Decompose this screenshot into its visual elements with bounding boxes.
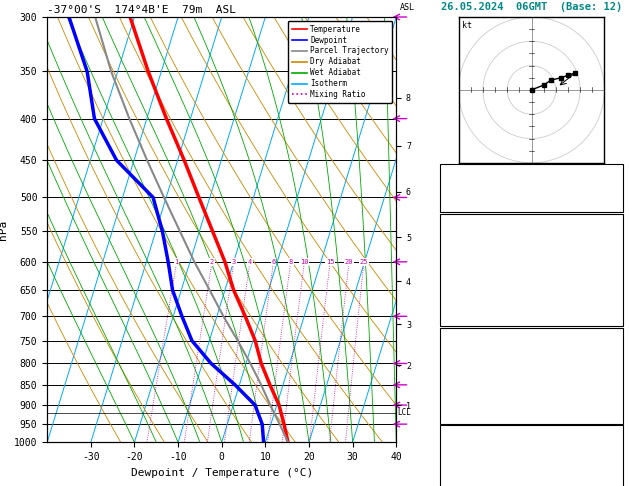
Text: Lifted Index: Lifted Index xyxy=(443,281,508,291)
Text: CIN (J): CIN (J) xyxy=(443,411,481,420)
Text: CAPE (J): CAPE (J) xyxy=(443,395,486,404)
Text: Most Unstable: Most Unstable xyxy=(496,331,567,340)
Text: 5: 5 xyxy=(614,281,620,291)
Text: 40: 40 xyxy=(609,184,620,193)
Text: 15.2: 15.2 xyxy=(598,233,620,243)
Text: StmDir: StmDir xyxy=(443,477,476,486)
Text: km
ASL: km ASL xyxy=(399,0,415,12)
Text: Surface: Surface xyxy=(513,217,550,226)
Text: Hodograph: Hodograph xyxy=(508,429,555,438)
Text: LCL: LCL xyxy=(398,408,411,417)
Text: 1: 1 xyxy=(174,259,179,265)
Text: 4: 4 xyxy=(248,259,252,265)
Text: 25: 25 xyxy=(360,259,368,265)
Text: 0: 0 xyxy=(614,411,620,420)
Text: PW (cm): PW (cm) xyxy=(443,200,481,209)
Text: 9.6: 9.6 xyxy=(603,249,620,259)
Text: 80: 80 xyxy=(609,395,620,404)
Text: K: K xyxy=(443,168,449,177)
Text: Lifted Index: Lifted Index xyxy=(443,379,508,388)
Text: 15: 15 xyxy=(326,259,335,265)
Text: 9: 9 xyxy=(614,168,620,177)
Y-axis label: hPa: hPa xyxy=(0,220,8,240)
Text: Pressure (mb): Pressure (mb) xyxy=(443,347,513,356)
Text: 10: 10 xyxy=(300,259,309,265)
Legend: Temperature, Dewpoint, Parcel Trajectory, Dry Adiabat, Wet Adiabat, Isotherm, Mi: Temperature, Dewpoint, Parcel Trajectory… xyxy=(288,21,392,103)
Text: 309: 309 xyxy=(603,265,620,275)
Text: kt: kt xyxy=(462,21,472,31)
X-axis label: Dewpoint / Temperature (°C): Dewpoint / Temperature (°C) xyxy=(131,468,313,478)
Text: SREH: SREH xyxy=(443,461,465,470)
Text: CIN (J): CIN (J) xyxy=(443,313,481,323)
Text: EH: EH xyxy=(443,445,454,454)
Text: -37°00'S  174°4B'E  79m  ASL: -37°00'S 174°4B'E 79m ASL xyxy=(47,5,236,15)
Text: 5: 5 xyxy=(614,379,620,388)
Text: 1001: 1001 xyxy=(598,347,620,356)
Text: 20: 20 xyxy=(345,259,353,265)
Text: 1.52: 1.52 xyxy=(598,200,620,209)
Text: 309: 309 xyxy=(603,363,620,372)
Text: 264°: 264° xyxy=(598,477,620,486)
Text: 2: 2 xyxy=(210,259,214,265)
Text: 41: 41 xyxy=(609,445,620,454)
Text: 80: 80 xyxy=(609,297,620,307)
Text: 6: 6 xyxy=(271,259,276,265)
Text: 3: 3 xyxy=(231,259,236,265)
Text: 26.05.2024  06GMT  (Base: 12): 26.05.2024 06GMT (Base: 12) xyxy=(441,2,622,12)
Text: Totals Totals: Totals Totals xyxy=(443,184,513,193)
Text: θε (K): θε (K) xyxy=(443,363,476,372)
Text: θε(K): θε(K) xyxy=(443,265,470,275)
Text: 0: 0 xyxy=(614,313,620,323)
Text: CAPE (J): CAPE (J) xyxy=(443,297,486,307)
Text: Temp (°C): Temp (°C) xyxy=(443,233,492,243)
Text: Dewp (°C): Dewp (°C) xyxy=(443,249,492,259)
Text: 97: 97 xyxy=(609,461,620,470)
Text: 8: 8 xyxy=(289,259,293,265)
